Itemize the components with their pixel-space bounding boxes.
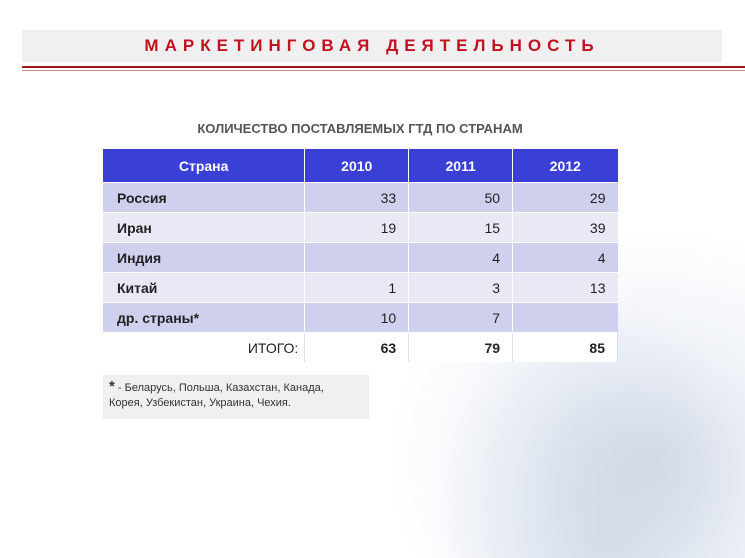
value-cell: 13 (512, 272, 618, 303)
country-cell: Россия (103, 182, 306, 213)
value-cell: 4 (512, 242, 618, 273)
table-row: Россия 33 50 29 (103, 182, 618, 213)
table-row: др. страны* 10 7 (103, 302, 618, 333)
title-underline-thin (22, 70, 745, 71)
footnote-line-2: Корея, Узбекистан, Украина, Чехия. (109, 397, 291, 409)
footnote: * - Беларусь, Польша, Казахстан, Канада,… (103, 375, 369, 419)
header-country: Страна (103, 149, 306, 183)
value-cell: 33 (304, 182, 410, 213)
value-cell: 19 (304, 212, 410, 243)
country-cell: др. страны* (103, 302, 306, 333)
value-cell (512, 302, 618, 333)
table-row: Индия 4 4 (103, 242, 618, 273)
table-caption: КОЛИЧЕСТВО ПОСТАВЛЯЕМЫХ ГТД ПО СТРАНАМ (197, 121, 523, 136)
value-cell: 15 (408, 212, 514, 243)
total-row: ИТОГО: 63 79 85 (103, 332, 618, 362)
value-cell: 1 (304, 272, 410, 303)
value-cell: 10 (304, 302, 410, 333)
total-label: ИТОГО: (103, 332, 306, 362)
value-cell: 7 (408, 302, 514, 333)
header-2011: 2011 (408, 149, 514, 183)
value-cell: 29 (512, 182, 618, 213)
value-cell: 4 (408, 242, 514, 273)
title-bar: МАРКЕТИНГОВАЯ ДЕЯТЕЛЬНОСТЬ (22, 30, 722, 62)
value-cell: 3 (408, 272, 514, 303)
supply-table: Страна 2010 2011 2012 Россия 33 50 29 Ир… (103, 149, 618, 362)
country-cell: Китай (103, 272, 306, 303)
header-2010: 2010 (304, 149, 410, 183)
table-row: Иран 19 15 39 (103, 212, 618, 243)
page-title: МАРКЕТИНГОВАЯ ДЕЯТЕЛЬНОСТЬ (144, 36, 600, 55)
value-cell (304, 242, 410, 273)
table-header-row: Страна 2010 2011 2012 (103, 149, 618, 183)
footnote-line-1: - Беларусь, Польша, Казахстан, Канада, (117, 382, 324, 394)
country-cell: Иран (103, 212, 306, 243)
value-cell: 39 (512, 212, 618, 243)
value-cell: 50 (408, 182, 514, 213)
footnote-marker: * (109, 378, 115, 395)
table-row: Китай 1 3 13 (103, 272, 618, 303)
total-value: 85 (512, 332, 618, 362)
total-value: 63 (304, 332, 410, 362)
header-2012: 2012 (512, 149, 618, 183)
country-cell: Индия (103, 242, 306, 273)
title-underline (22, 66, 745, 68)
total-value: 79 (408, 332, 514, 362)
